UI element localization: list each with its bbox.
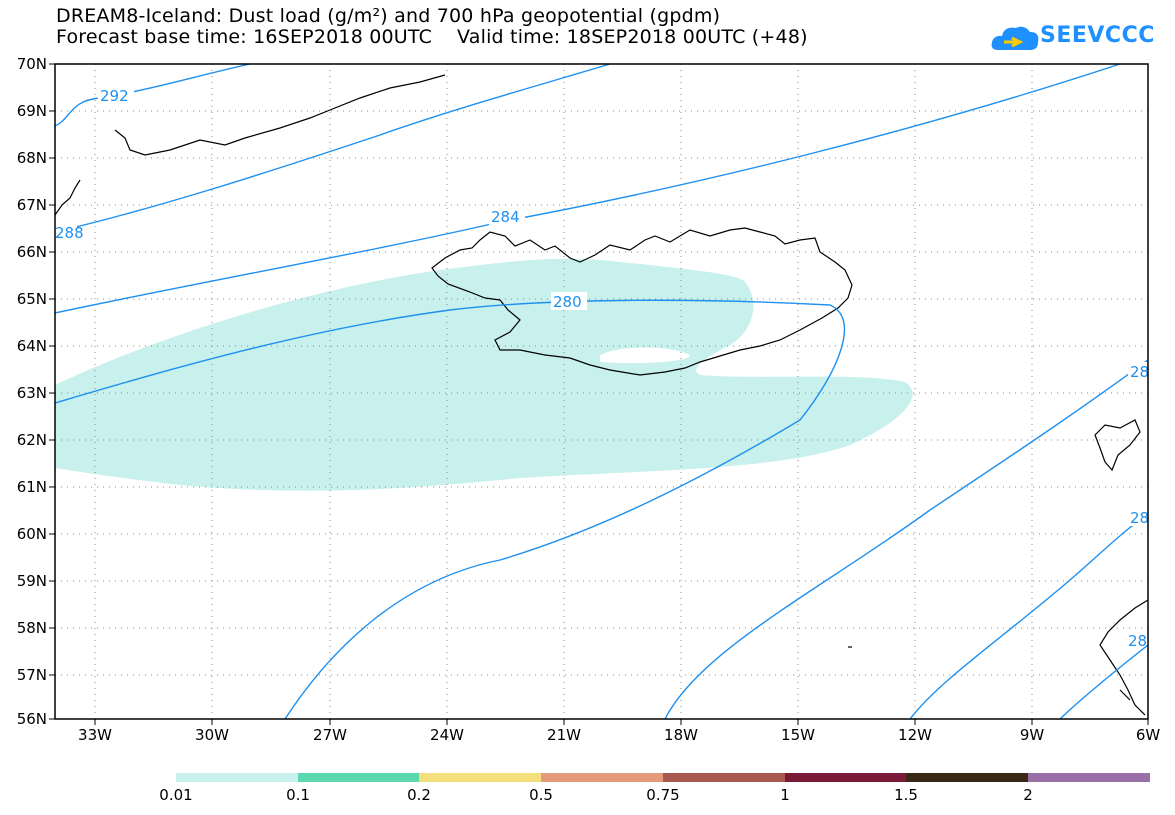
legend-label: 1 [780, 786, 790, 804]
lon-label: 24W [430, 726, 464, 744]
contour-280 [55, 299, 846, 719]
contour-272 [909, 514, 1148, 719]
coastlines [55, 74, 1148, 716]
dust-area [55, 258, 913, 491]
map-subtitle: Forecast base time: 16SEP2018 00UTC Vali… [56, 26, 808, 48]
lat-label: 68N [16, 149, 47, 167]
map-title: DREAM8-Iceland: Dust load (g/m²) and 700… [56, 5, 721, 27]
gridlines [55, 64, 1148, 719]
legend-label: 0.2 [407, 786, 431, 804]
contour-label-276: 28 [1130, 363, 1149, 381]
lat-label: 59N [16, 572, 47, 590]
legend-label: 0.1 [286, 786, 310, 804]
lon-label: 30W [195, 726, 229, 744]
contour-label-272: 28 [1130, 509, 1149, 527]
lat-label: 70N [16, 55, 47, 73]
legend-swatch [419, 773, 541, 782]
legend-swatch [906, 773, 1028, 782]
dust-hole [600, 347, 690, 364]
lat-label: 65N [16, 290, 47, 308]
legend-swatch [176, 773, 298, 782]
lat-label: 61N [16, 478, 47, 496]
contour-label-268: 28 [1128, 632, 1147, 650]
lat-label: 60N [16, 525, 47, 543]
map-frame [54, 63, 1149, 720]
contour-label-292: 292 [100, 87, 129, 105]
legend-swatch [663, 773, 785, 782]
legend-label: 2 [1023, 786, 1033, 804]
lat-label: 63N [16, 384, 47, 402]
axis-ticks [49, 63, 1149, 725]
seevccc-logo [991, 26, 1039, 50]
legend-swatch [785, 773, 906, 782]
legend-label: 0.01 [159, 786, 193, 804]
legend-label: 0.75 [646, 786, 680, 804]
lon-label: 15W [781, 726, 815, 744]
lat-label: 62N [16, 431, 47, 449]
logo-text: SEEVCCC [1040, 23, 1155, 48]
contour-288 [55, 64, 611, 233]
lat-label: 69N [16, 102, 47, 120]
contour-label-288: 288 [55, 224, 84, 242]
lat-label: 56N [16, 710, 47, 728]
lon-label: 18W [664, 726, 698, 744]
legend-label: 1.5 [894, 786, 918, 804]
legend-swatch [298, 773, 419, 782]
lat-label: 58N [16, 619, 47, 637]
contour-268 [1059, 644, 1148, 719]
contour-label-280: 280 [553, 293, 582, 311]
lon-label: 33W [78, 726, 112, 744]
contour-276 [664, 359, 1148, 719]
lat-label: 67N [16, 196, 47, 214]
contour-292 [55, 64, 251, 127]
lon-label: 27W [313, 726, 347, 744]
legend-swatch [541, 773, 663, 782]
lon-label: 6W [1135, 726, 1161, 744]
lon-label: 12W [898, 726, 932, 744]
legend-label: 0.5 [529, 786, 553, 804]
lat-label: 64N [16, 337, 47, 355]
lat-label: 66N [16, 243, 47, 261]
lon-label: 9W [1019, 726, 1045, 744]
legend-swatch [1028, 773, 1150, 782]
lon-label: 21W [547, 726, 581, 744]
lat-label: 57N [16, 666, 47, 684]
contour-label-284: 284 [491, 208, 520, 226]
